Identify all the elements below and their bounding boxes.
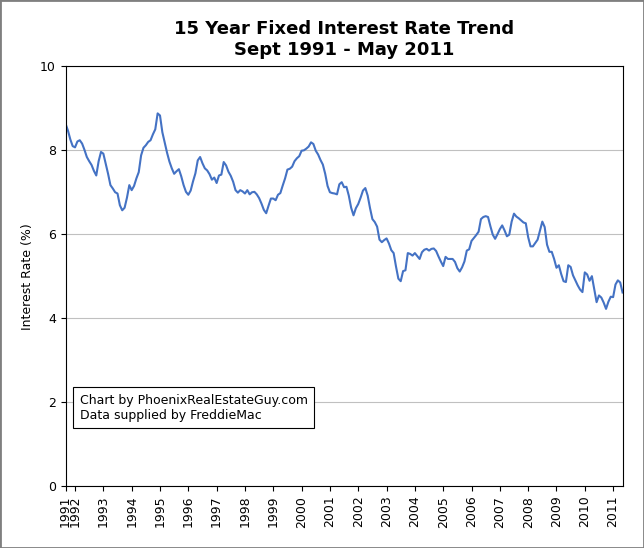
Title: 15 Year Fixed Interest Rate Trend
Sept 1991 - May 2011: 15 Year Fixed Interest Rate Trend Sept 1…: [174, 20, 514, 59]
Text: Chart by PhoenixRealEstateGuy.com
Data supplied by FreddieMac: Chart by PhoenixRealEstateGuy.com Data s…: [79, 393, 308, 421]
Y-axis label: Interest Rate (%): Interest Rate (%): [21, 223, 34, 329]
